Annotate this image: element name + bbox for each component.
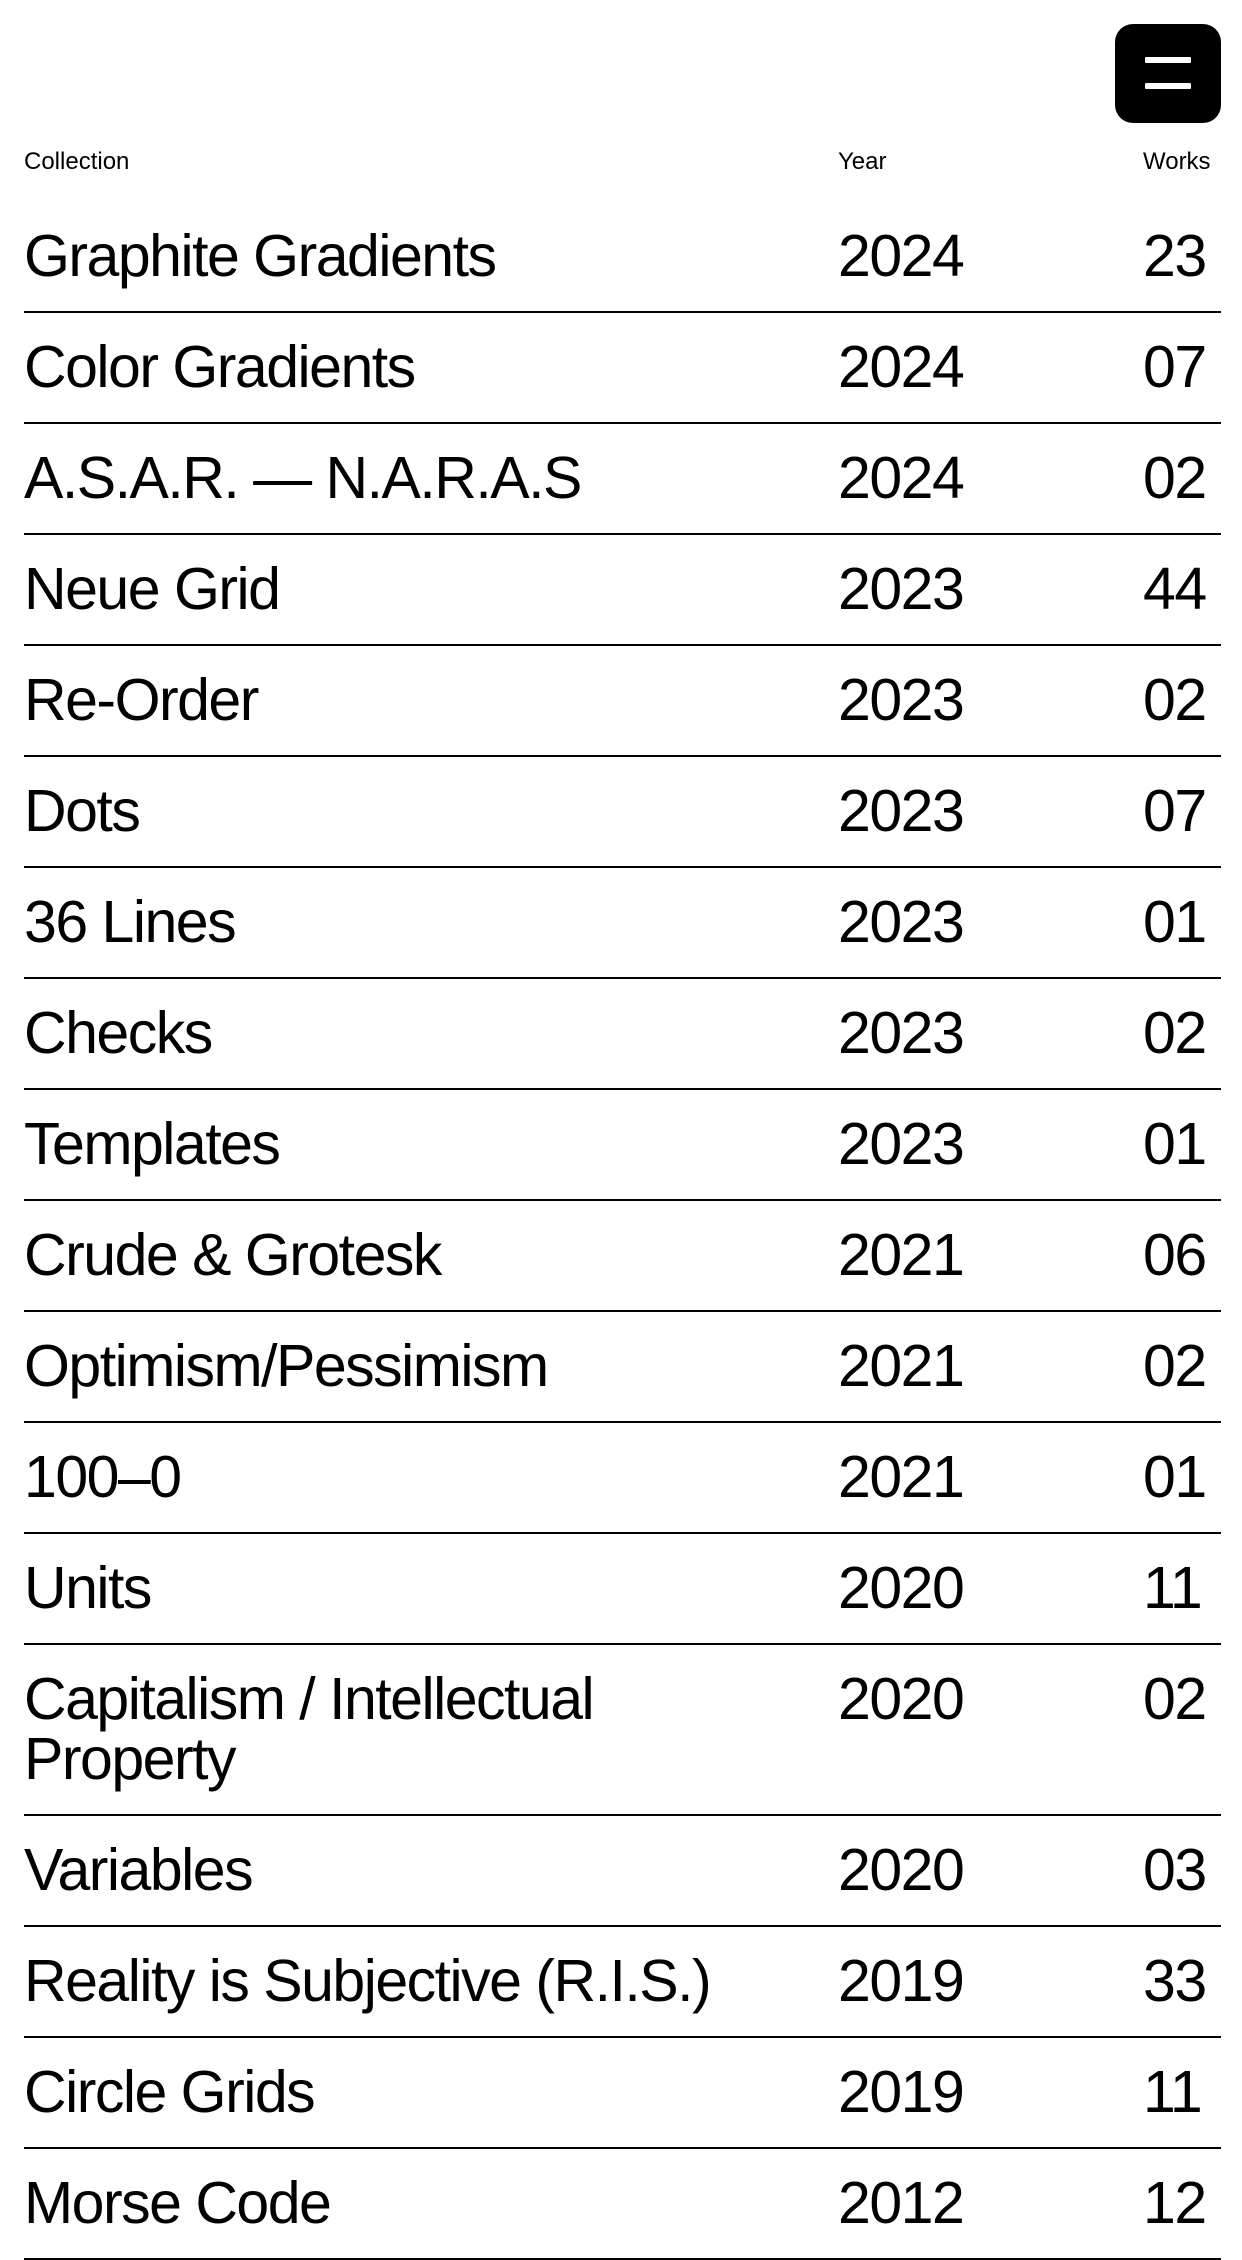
collection-name: Variables	[24, 1837, 254, 1903]
collection-name: Crude & Grotesk	[24, 1222, 442, 1288]
collection-year: 2023	[838, 667, 965, 733]
collection-works: 11	[1143, 1555, 1203, 1621]
collection-works: 02	[1143, 445, 1207, 511]
collection-name: Units	[24, 1555, 152, 1621]
menu-icon-line	[1145, 57, 1191, 63]
collection-row[interactable]: Morse Code 2012 12	[24, 2149, 1221, 2260]
collection-name: Checks	[24, 1000, 213, 1066]
collection-works: 02	[1143, 1666, 1207, 1732]
collection-list: Graphite Gradients 2024 23 Color Gradients 2…	[24, 202, 1221, 2260]
collection-row[interactable]: Optimism/Pessimism 2021 02	[24, 1312, 1221, 1423]
menu-icon-line	[1145, 83, 1191, 89]
collection-row[interactable]: 100–0 2021 01	[24, 1423, 1221, 1534]
collection-row[interactable]: A.S.A.R. — N.A.R.A.S 2024 02	[24, 424, 1221, 535]
column-header[interactable]: Collection	[24, 148, 130, 175]
collection-year: 2019	[838, 1948, 965, 2014]
collection-name: Graphite Gradients	[24, 223, 497, 289]
collection-row[interactable]: Checks 2023 02	[24, 979, 1221, 1090]
menu-button[interactable]	[1115, 24, 1221, 123]
collection-year: 2021	[838, 1222, 965, 1288]
collection-works: 02	[1143, 1000, 1207, 1066]
collection-name: Optimism/Pessimism	[24, 1333, 549, 1399]
collection-works: 03	[1143, 1837, 1207, 1903]
collection-works: 02	[1143, 1333, 1207, 1399]
collection-year: 2023	[838, 1000, 965, 1066]
collection-name: 100–0	[24, 1444, 182, 1510]
collection-row[interactable]: Reality is Subjective (R.I.S.) 2019 33	[24, 1927, 1221, 2038]
table-header: Collection Year Works	[24, 148, 1221, 176]
collection-works: 01	[1143, 889, 1207, 955]
collection-name: 36 Lines	[24, 889, 237, 955]
collection-works: 12	[1143, 2170, 1207, 2236]
collection-name: Reality is Subjective (R.I.S.)	[24, 1948, 712, 2014]
collection-year: 2021	[838, 1333, 965, 1399]
collection-works: 01	[1143, 1111, 1207, 1177]
collection-year: 2024	[838, 334, 965, 400]
collection-year: 2019	[838, 2059, 965, 2125]
collection-year: 2023	[838, 778, 965, 844]
collection-year: 2024	[838, 445, 965, 511]
collection-name: Capitalism / Intellectual Property	[24, 1666, 595, 1792]
collection-row[interactable]: Templates 2023 01	[24, 1090, 1221, 1201]
collection-year: 2020	[838, 1666, 965, 1732]
collection-row[interactable]: Capitalism / Intellectual Property 2020 02	[24, 1645, 1221, 1816]
collection-row[interactable]: Variables 2020 03	[24, 1816, 1221, 1927]
collection-year: 2012	[838, 2170, 965, 2236]
collection-name: Neue Grid	[24, 556, 281, 622]
collection-name: A.S.A.R. — N.A.R.A.S	[24, 445, 582, 511]
collection-year: 2023	[838, 1111, 965, 1177]
collection-row[interactable]: 36 Lines 2023 01	[24, 868, 1221, 979]
collection-row[interactable]: Re-Order 2023 02	[24, 646, 1221, 757]
collection-row[interactable]: Circle Grids 2019 11	[24, 2038, 1221, 2149]
collection-name: Templates	[24, 1111, 281, 1177]
collection-name: Color Gradients	[24, 334, 416, 400]
collection-name: Re-Order	[24, 667, 259, 733]
collection-works: 23	[1143, 223, 1207, 289]
collection-year: 2023	[838, 889, 965, 955]
collection-works: 07	[1143, 778, 1207, 844]
collection-name: Circle Grids	[24, 2059, 316, 2125]
collection-name: Dots	[24, 778, 141, 844]
collection-works: 06	[1143, 1222, 1207, 1288]
column-header[interactable]: Year	[838, 148, 887, 175]
column-header[interactable]: Works	[1143, 148, 1211, 175]
collection-year: 2020	[838, 1555, 965, 1621]
collection-name: Morse Code	[24, 2170, 332, 2236]
collection-row[interactable]: Units 2020 11	[24, 1534, 1221, 1645]
collection-year: 2021	[838, 1444, 965, 1510]
collection-works: 07	[1143, 334, 1207, 400]
collection-works: 33	[1143, 1948, 1207, 2014]
collection-year: 2023	[838, 556, 965, 622]
collection-works: 44	[1143, 556, 1207, 622]
collection-year: 2020	[838, 1837, 965, 1903]
collection-row[interactable]: Color Gradients 2024 07	[24, 313, 1221, 424]
collection-row[interactable]: Graphite Gradients 2024 23	[24, 202, 1221, 313]
collection-row[interactable]: Neue Grid 2023 44	[24, 535, 1221, 646]
collection-row[interactable]: Crude & Grotesk 2021 06	[24, 1201, 1221, 1312]
collection-row[interactable]: Dots 2023 07	[24, 757, 1221, 868]
collection-works: 11	[1143, 2059, 1203, 2125]
collection-works: 02	[1143, 667, 1207, 733]
collection-works: 01	[1143, 1444, 1207, 1510]
collection-year: 2024	[838, 223, 965, 289]
page: Collection Year Works Graphite Gradients…	[24, 24, 1221, 2260]
